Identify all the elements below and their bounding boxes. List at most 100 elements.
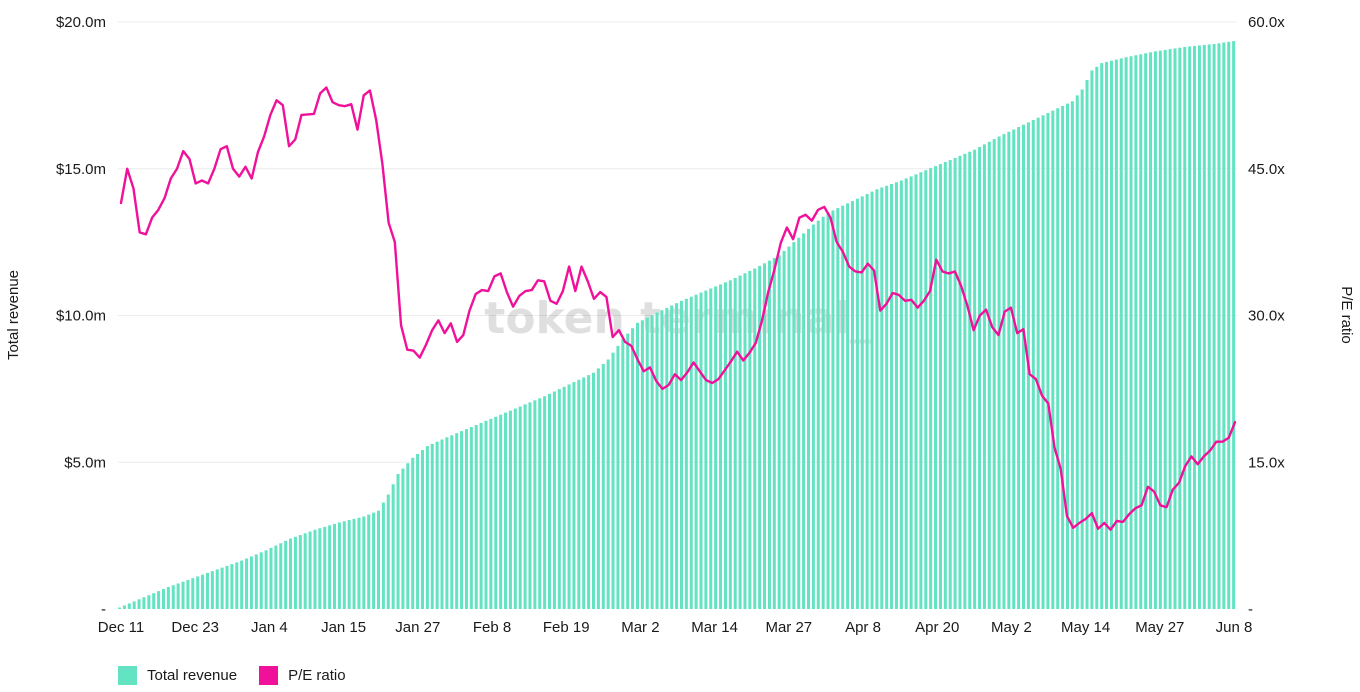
legend-item-pe[interactable]: P/E ratio xyxy=(259,666,346,685)
revenue-bar xyxy=(894,182,898,609)
x-tick-label: Mar 27 xyxy=(765,619,812,636)
revenue-bar xyxy=(191,578,195,609)
legend: Total revenue P/E ratio xyxy=(118,666,368,685)
revenue-bar xyxy=(743,273,747,609)
revenue-bar xyxy=(474,424,478,609)
legend-swatch-revenue xyxy=(118,666,137,685)
revenue-bar xyxy=(499,414,503,609)
revenue-bar xyxy=(953,157,957,609)
revenue-bar xyxy=(225,565,229,609)
revenue-bar xyxy=(1065,103,1069,609)
x-tick-label: Feb 8 xyxy=(473,619,511,636)
revenue-bar xyxy=(958,155,962,609)
revenue-bar xyxy=(850,201,854,609)
revenue-bar xyxy=(1222,42,1226,610)
revenue-bar xyxy=(176,583,180,609)
revenue-bar xyxy=(445,437,449,609)
revenue-bar xyxy=(616,345,620,609)
revenue-bar xyxy=(372,512,376,609)
revenue-bar xyxy=(655,312,659,609)
revenue-bar xyxy=(376,510,381,609)
revenue-bar xyxy=(469,427,473,609)
revenue-bar xyxy=(357,517,361,609)
revenue-bar xyxy=(557,389,561,609)
revenue-bar xyxy=(196,576,200,609)
right-axis-ticks: - 15.0x 30.0x 45.0x 60.0x xyxy=(1248,14,1285,618)
revenue-bar xyxy=(1149,52,1153,609)
revenue-bar xyxy=(1022,124,1026,609)
revenue-bar xyxy=(1090,70,1094,610)
revenue-bars xyxy=(118,41,1236,610)
revenue-bar xyxy=(269,547,273,609)
right-tick-label: - xyxy=(1248,601,1253,618)
revenue-bar xyxy=(631,328,635,609)
revenue-bar xyxy=(694,294,698,609)
revenue-bar xyxy=(201,574,205,609)
legend-item-revenue[interactable]: Total revenue xyxy=(118,666,237,685)
revenue-bar xyxy=(611,352,615,609)
x-tick-label: Jan 15 xyxy=(321,619,366,636)
revenue-bar xyxy=(670,305,674,609)
revenue-bar xyxy=(303,533,307,609)
revenue-bar xyxy=(758,265,762,609)
right-tick-label: 30.0x xyxy=(1248,308,1285,325)
revenue-bar xyxy=(562,386,566,609)
revenue-bar xyxy=(767,260,771,609)
revenue-bar xyxy=(626,333,630,609)
revenue-bar xyxy=(543,396,547,609)
revenue-bar xyxy=(1163,49,1167,609)
revenue-bar xyxy=(161,589,166,609)
left-tick-label: - xyxy=(101,601,106,618)
revenue-bar xyxy=(122,605,126,609)
revenue-bar xyxy=(890,184,894,609)
revenue-bar xyxy=(836,208,840,609)
revenue-bar xyxy=(797,237,801,609)
revenue-bar xyxy=(650,315,654,609)
revenue-bar xyxy=(640,320,644,609)
revenue-bar xyxy=(1124,57,1128,610)
revenue-bar xyxy=(386,494,390,609)
revenue-bar xyxy=(274,545,278,609)
revenue-bar xyxy=(518,406,522,609)
revenue-bar xyxy=(772,257,776,609)
revenue-bar xyxy=(118,607,122,609)
revenue-bar xyxy=(992,139,996,610)
revenue-bar xyxy=(1158,50,1162,610)
revenue-bar xyxy=(205,572,209,609)
revenue-bar xyxy=(1232,41,1236,609)
revenue-bar xyxy=(1095,66,1099,609)
revenue-bar xyxy=(596,368,600,609)
legend-label-revenue: Total revenue xyxy=(147,667,238,684)
revenue-bar xyxy=(1017,127,1021,609)
revenue-bar xyxy=(411,457,415,609)
revenue-bar xyxy=(254,554,258,609)
revenue-bar xyxy=(538,398,542,609)
revenue-bar xyxy=(337,522,341,609)
revenue-bar xyxy=(748,270,752,609)
right-tick-label: 15.0x xyxy=(1248,454,1285,471)
revenue-bar xyxy=(1153,51,1157,610)
revenue-bar xyxy=(855,198,859,609)
x-tick-label: Dec 11 xyxy=(98,619,144,636)
revenue-bar xyxy=(264,550,268,609)
revenue-bar xyxy=(1036,117,1040,610)
revenue-bar xyxy=(396,473,400,609)
left-tick-label: $20.0m xyxy=(56,14,106,31)
revenue-bar xyxy=(406,463,410,609)
revenue-bar xyxy=(157,591,161,609)
revenue-bar xyxy=(826,212,830,609)
revenue-bar xyxy=(948,159,952,609)
revenue-bar xyxy=(313,529,317,609)
revenue-bar xyxy=(171,585,175,609)
revenue-bar xyxy=(230,564,234,609)
x-tick-label: Jan 27 xyxy=(395,619,440,636)
revenue-bar xyxy=(938,164,942,610)
revenue-bar xyxy=(792,242,796,610)
revenue-bar xyxy=(1061,105,1065,609)
revenue-bar xyxy=(430,443,434,609)
revenue-bar xyxy=(870,191,874,609)
revenue-bar xyxy=(1212,44,1216,609)
revenue-bar xyxy=(416,453,420,609)
revenue-bar xyxy=(455,433,459,609)
revenue-bar xyxy=(235,562,239,609)
